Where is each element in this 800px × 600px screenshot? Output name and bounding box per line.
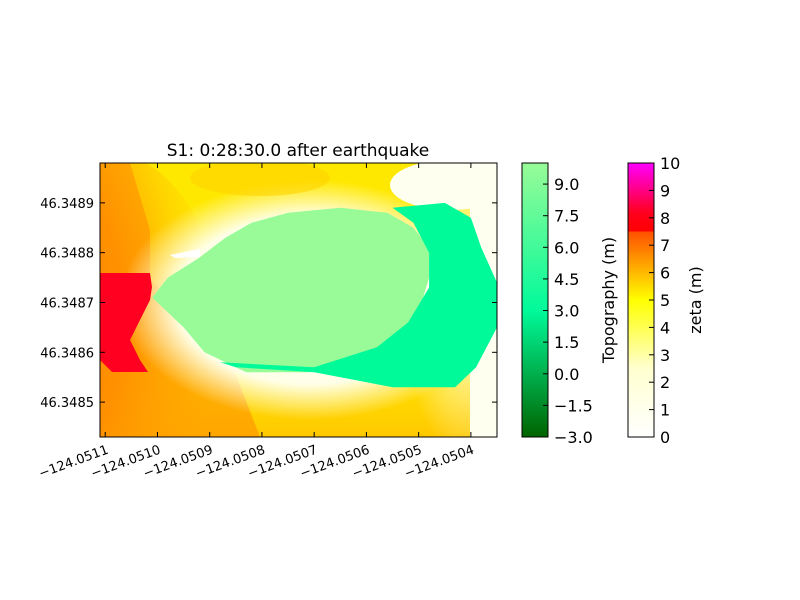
y-tick-label: 46.3485 (40, 396, 94, 411)
chart-title: S1: 0:28:30.0 after earthquake (167, 141, 430, 161)
colorbar-tick-label: 8 (660, 209, 670, 228)
colorbar-tick-label: 1 (660, 401, 670, 420)
colorbar-tick-label: 6 (660, 264, 670, 283)
colorbar-tick-label: −3.0 (554, 428, 593, 447)
colorbar-tick-label: 3 (660, 346, 670, 365)
region-building-right (220, 202, 497, 388)
colorbar-tick-label: 6.0 (554, 238, 579, 257)
zeta-field-white-notch (170, 249, 200, 258)
colorbar-tick-label: 9 (660, 181, 670, 200)
colorbar-tick-label: 4 (660, 318, 670, 337)
plot-area (100, 163, 497, 437)
colorbar-tick-label: 0.0 (554, 365, 579, 384)
colorbar-tick-label: 3.0 (554, 302, 579, 321)
colorbar-topography-ticks: 9.0 7.5 6.0 4.5 3.0 1.5 0.0 −1.5 −3.0 (543, 175, 593, 447)
colorbar-tick-label: 9.0 (554, 175, 579, 194)
colorbar-tick-label: 5 (660, 291, 670, 310)
y-tick-label: 46.3488 (40, 247, 94, 262)
colorbar-tick-label: 0 (660, 428, 670, 447)
colorbar-tick-label: 4.5 (554, 270, 579, 289)
colorbar-tick-label: 7.5 (554, 207, 579, 226)
colorbar-tick-label: 2 (660, 373, 670, 392)
zeta-field-top-right (390, 163, 497, 210)
region-building-upper (152, 207, 430, 373)
topography-regions (152, 202, 497, 388)
colorbar-topography-label: Topography (m) (599, 237, 618, 364)
colorbar-tick-label: 1.5 (554, 333, 579, 352)
y-tick-label: 46.3487 (40, 296, 94, 311)
zeta-field-red-patch (100, 273, 152, 372)
y-axis: 46.3489 46.3488 46.3487 46.3486 46.3485 (40, 197, 497, 411)
colorbar-zeta-label: zeta (m) (686, 266, 705, 333)
colorbar-tick-label: 10 (660, 154, 680, 173)
colorbar-tick-label: −1.5 (554, 396, 593, 415)
y-tick-label: 46.3486 (40, 346, 94, 361)
y-tick-label: 46.3489 (40, 197, 94, 212)
colorbar-tick-label: 7 (660, 236, 670, 255)
colorbar-topography-bar (521, 162, 549, 438)
zeta-field-top-yellow (190, 163, 330, 196)
colorbar-topography: 9.0 7.5 6.0 4.5 3.0 1.5 0.0 −1.5 −3.0 Topography… (521, 162, 618, 447)
plot-frame (99, 162, 498, 438)
